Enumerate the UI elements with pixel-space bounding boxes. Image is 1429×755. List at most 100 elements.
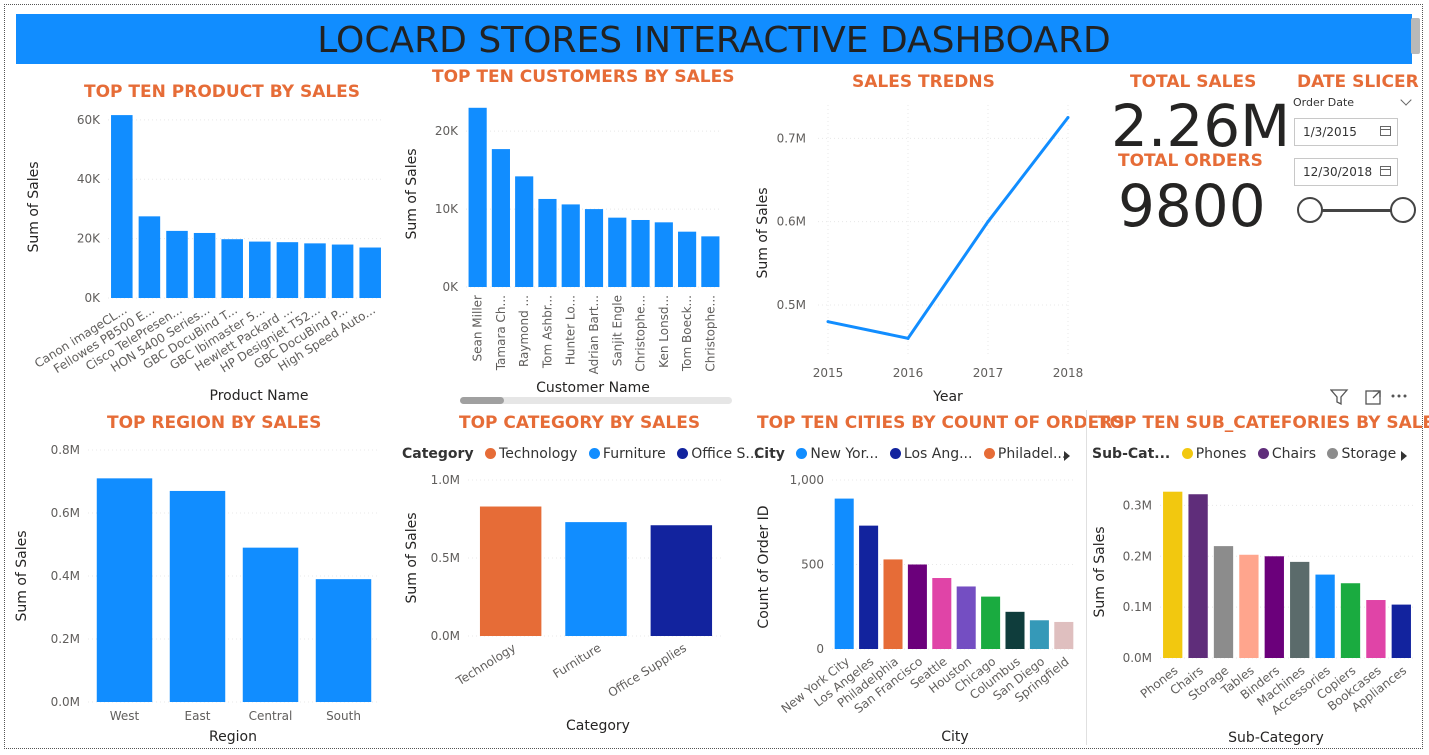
slider-start-handle[interactable] <box>1297 197 1323 223</box>
y-tick-label: 0.1M <box>1123 600 1152 614</box>
legend-dot <box>1257 448 1269 459</box>
y-axis-title: Sum of Sales <box>404 148 420 239</box>
bar <box>561 204 580 287</box>
legend-item[interactable]: Chairs <box>1271 446 1317 462</box>
bar <box>1029 620 1049 649</box>
bar <box>1366 600 1386 658</box>
category-chart-title: TOP CATEGORY BY SALES <box>459 413 701 433</box>
bar <box>331 244 354 298</box>
calendar-icon[interactable] <box>1380 166 1391 176</box>
legend-dot <box>588 448 600 459</box>
bar <box>479 506 542 636</box>
subcat-chart-title: TOP TEN SUB_CATEFORIES BY SALES <box>1098 413 1429 433</box>
scrollbar-thumb[interactable] <box>460 397 504 404</box>
data-point <box>986 220 990 224</box>
legend-item[interactable]: Phones <box>1195 446 1247 462</box>
legend-item[interactable]: Furniture <box>602 446 666 462</box>
date-slicer-title: DATE SLICER <box>1297 72 1419 92</box>
y-axis-title: Sum of Sales <box>14 530 30 621</box>
x-tick-label: South <box>326 709 361 723</box>
bar <box>1391 604 1411 658</box>
trend-chart-title: SALES TREDNS <box>852 72 995 92</box>
end-date-value: 12/30/2018 <box>1303 165 1373 179</box>
bar <box>701 236 720 287</box>
calendar-icon[interactable] <box>1380 126 1391 136</box>
cities-legend: City New Yor... Los Ang... Philadel... <box>754 446 1066 462</box>
filter-icon[interactable] <box>1330 389 1349 406</box>
end-date-input[interactable]: 12/30/2018 <box>1294 158 1398 186</box>
bar <box>654 222 673 287</box>
legend-item[interactable]: Philadel... <box>997 446 1067 462</box>
focus-mode-icon[interactable] <box>1365 390 1381 405</box>
y-tick-label: 20K <box>77 232 101 246</box>
x-axis-title: City <box>941 729 968 745</box>
total-sales-label: TOTAL SALES <box>1130 72 1257 92</box>
vertical-scrollbar[interactable] <box>1411 18 1420 54</box>
y-tick-label: 0.0M <box>1123 651 1152 665</box>
bar <box>907 564 927 649</box>
dashboard-frame <box>4 4 1423 749</box>
bar <box>242 547 299 702</box>
header-banner: LOCARD STORES INTERACTIVE DASHBOARD <box>16 14 1412 64</box>
total-orders-value: 9800 <box>1118 172 1266 240</box>
sales-trend-line-chart: 0.5M 0.6M 0.7M 2015 2016 2017 2018 Year Sum of S… <box>755 105 1083 405</box>
y-tick-label: 0 <box>816 642 824 656</box>
x-axis-title: Category <box>566 718 630 734</box>
y-tick-label: 0.2M <box>1123 549 1152 563</box>
slider-end-handle[interactable] <box>1390 197 1416 223</box>
x-tick-label: Tom Boeck... <box>680 295 694 372</box>
bar <box>249 241 271 298</box>
legend-item[interactable]: Technology <box>499 446 578 462</box>
bar <box>1005 611 1025 649</box>
legend-item[interactable]: Office S... <box>691 446 759 462</box>
bar <box>491 149 510 287</box>
x-tick-label: 2017 <box>973 366 1004 380</box>
start-date-input[interactable]: 1/3/2015 <box>1294 118 1398 146</box>
x-tick-label: Furniture <box>550 641 603 681</box>
customers-bar-chart: 0K 10K 20K Sean Miller Tamara Ch... Raymond .… <box>404 107 722 396</box>
subcat-bar-chart: 0.0M0.1M0.2M0.3MPhonesChairsStorageTable… <box>1092 491 1414 746</box>
bar <box>1054 621 1074 649</box>
bar <box>538 198 557 287</box>
bar <box>932 578 952 649</box>
bar <box>1239 554 1259 658</box>
bar <box>169 490 226 702</box>
legend-title: Sub-Cat... <box>1092 446 1171 462</box>
date-range-slider[interactable] <box>1310 209 1404 212</box>
data-point <box>826 320 830 324</box>
legend-dot <box>796 448 808 459</box>
x-tick-label: Sanjit Engle <box>610 295 624 366</box>
category-legend: Category Technology Furniture Office S..… <box>402 446 759 462</box>
y-axis-title: Sum of Sales <box>1092 526 1108 617</box>
legend-item[interactable]: New Yor... <box>810 446 879 462</box>
bar <box>96 478 153 702</box>
y-tick-label: 0.5M <box>777 298 806 312</box>
bar <box>1163 491 1183 658</box>
legend-dot <box>1327 448 1339 459</box>
x-tick-label: 2015 <box>813 366 844 380</box>
legend-dot <box>677 448 689 459</box>
legend-title: Category <box>402 446 474 462</box>
customers-horizontal-scrollbar[interactable] <box>460 397 732 404</box>
data-point <box>906 336 910 340</box>
legend-dot <box>485 448 497 459</box>
x-tick-label: Christophe... <box>634 295 648 372</box>
y-tick-label: 0.4M <box>51 569 80 583</box>
legend-dot <box>983 448 995 459</box>
bar <box>883 559 903 649</box>
bar <box>138 216 161 298</box>
y-axis-title: Count of Order ID <box>756 505 772 628</box>
y-tick-label: 10K <box>435 202 459 216</box>
legend-item[interactable]: Storage <box>1341 446 1397 462</box>
legend-item[interactable]: Los Ang... <box>903 446 973 462</box>
start-date-value: 1/3/2015 <box>1303 125 1357 139</box>
bar <box>468 107 487 288</box>
series-line <box>827 116 1070 341</box>
bar <box>1340 583 1361 658</box>
more-options-icon[interactable] <box>1391 394 1407 398</box>
y-tick-label: 500 <box>801 558 824 572</box>
bar <box>650 525 713 636</box>
x-axis-title: Region <box>209 729 257 745</box>
